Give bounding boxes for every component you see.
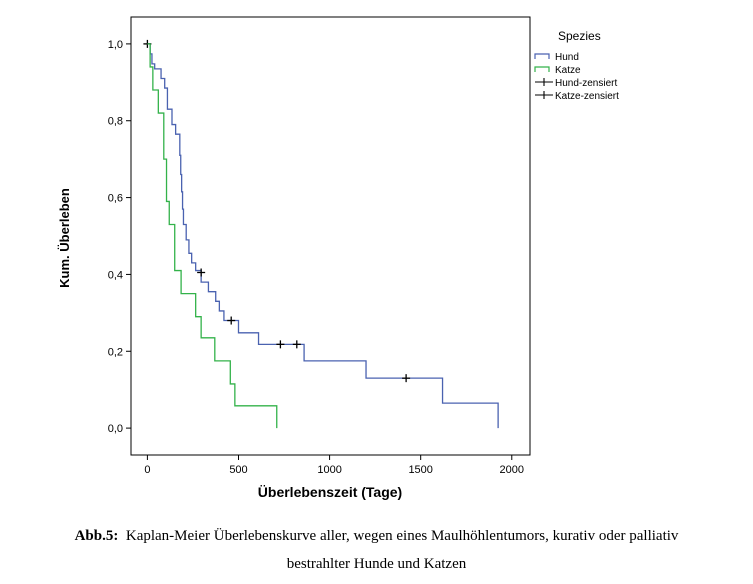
y-tick-label: 0,0	[108, 423, 123, 435]
x-tick-label: 1500	[408, 464, 432, 476]
caption-line-1: Abb.5: Kaplan-Meier Überlebenskurve alle…	[0, 522, 753, 550]
kaplan-meier-chart: 0,0 0,2 0,4 0,6 0,8 1,0 0 500 1000 1500 2000 Spezi…	[57, 16, 619, 500]
legend-swatch-hund	[534, 53, 550, 59]
plot-frame	[130, 16, 531, 456]
x-tick-label: 500	[229, 464, 247, 476]
legend: Spezies Hund Katze Hund-zensiert Katze-zensi…	[534, 29, 619, 102]
legend-entry: Hund	[555, 52, 579, 63]
legend-swatch-katze	[534, 66, 550, 72]
y-tick-label: 0,4	[108, 269, 123, 281]
x-tick-label: 1000	[317, 464, 341, 476]
y-tick-label: 0,2	[108, 346, 123, 358]
legend-entry: Katze-zensiert	[555, 91, 619, 102]
x-tick-label: 2000	[500, 464, 524, 476]
legend-entry: Katze	[555, 65, 581, 76]
figure-caption: Abb.5: Kaplan-Meier Überlebenskurve alle…	[0, 522, 753, 578]
axes: 0,0 0,2 0,4 0,6 0,8 1,0 0 500 1000 1500 2000	[108, 16, 531, 476]
y-tick-label: 0,8	[108, 116, 123, 128]
caption-text-1: Kaplan-Meier Überlebenskurve aller, wege…	[125, 528, 679, 544]
y-tick-label: 0,6	[108, 193, 123, 205]
caption-label: Abb.5:	[74, 528, 119, 544]
y-tick-label: 1,0	[108, 39, 123, 51]
caption-line-2: bestrahlter Hunde und Katzen	[286, 556, 467, 572]
y-axis-label: Kum. Überleben	[57, 188, 72, 288]
x-tick-label: 0	[144, 464, 150, 476]
survival-curve-hund	[147, 43, 499, 429]
x-axis-label: Überlebenszeit (Tage)	[258, 484, 402, 500]
series-layer	[143, 39, 499, 429]
legend-title: Spezies	[558, 29, 601, 43]
survival-curve-katze	[147, 43, 278, 429]
legend-entry: Hund-zensiert	[555, 78, 617, 89]
